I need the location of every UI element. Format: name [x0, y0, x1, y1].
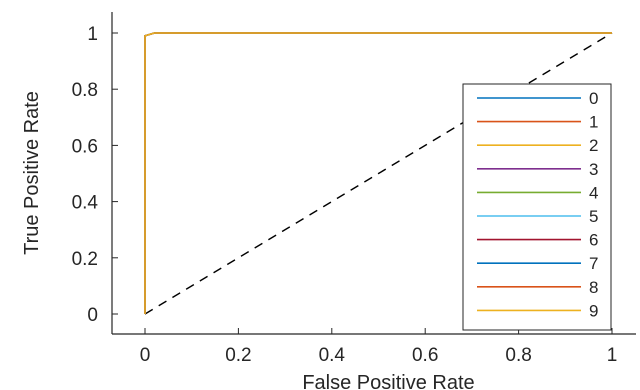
legend-label-3: 3 — [589, 160, 598, 179]
series-layer — [144, 32, 612, 314]
legend-label-9: 9 — [589, 301, 598, 320]
legend-label-6: 6 — [589, 231, 598, 250]
legend-label-1: 1 — [589, 113, 598, 132]
legend-label-7: 7 — [589, 254, 598, 273]
legend-label-5: 5 — [589, 207, 598, 226]
legend-box — [462, 83, 612, 331]
reference-line-layer — [144, 32, 613, 315]
legend: 0 1 2 3 4 5 6 7 8 9 — [462, 83, 612, 331]
y-tick-label: 0.4 — [72, 193, 99, 214]
y-tick-label: 0.8 — [72, 80, 98, 101]
x-tick-label: 0.2 — [225, 345, 251, 366]
legend-label-8: 8 — [589, 278, 598, 297]
x-axis-label: False Positive Rate — [302, 372, 474, 390]
x-tick-label: 1 — [607, 345, 618, 366]
x-tick-label: 0.4 — [319, 345, 346, 366]
x-tick-label: 0 — [140, 345, 151, 366]
reference-diagonal-line — [144, 32, 613, 315]
y-tick-label: 0 — [87, 305, 98, 326]
y-tick-label: 0.2 — [72, 249, 98, 270]
roc-curve-class-9 — [144, 32, 612, 314]
y-tick-label: 0.6 — [72, 136, 98, 157]
x-tick-label: 0.8 — [505, 345, 531, 366]
x-tick-label: 0.6 — [412, 345, 438, 366]
legend-label-0: 0 — [589, 89, 598, 108]
y-axis-label: True Positive Rate — [21, 91, 43, 255]
y-tick-label: 1 — [87, 24, 98, 45]
legend-label-4: 4 — [589, 183, 598, 202]
axes-frame — [111, 12, 636, 335]
legend-label-2: 2 — [589, 136, 598, 155]
